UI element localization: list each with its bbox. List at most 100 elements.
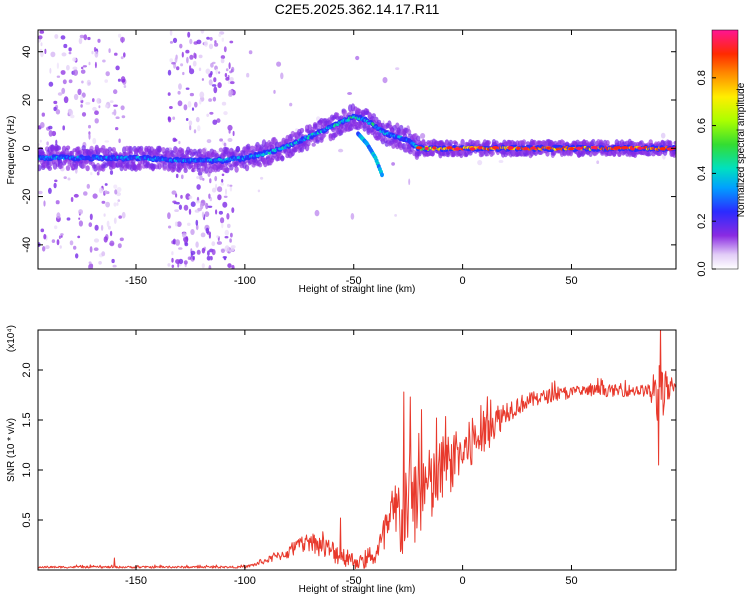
snr-x-axis-label: Height of straight line (km) [299, 584, 416, 595]
y-tick-label: -20 [21, 189, 33, 205]
noise-point [93, 247, 99, 251]
noise-point [187, 31, 191, 38]
noise-point [223, 111, 228, 116]
noise-point [206, 36, 210, 40]
noise-point [212, 96, 217, 102]
noise-point [224, 73, 228, 78]
noise-point [206, 139, 212, 144]
noise-point [112, 264, 117, 268]
noise-point [229, 77, 234, 82]
noise-point [338, 148, 344, 153]
ridge-halo-point [371, 113, 376, 119]
snr-panel: -150 -100 -50 0 50 0.5 1.0 1.5 2.0 Height of st… [6, 325, 677, 595]
noise-point [204, 211, 210, 218]
noise-point [82, 65, 87, 68]
noise-point [118, 215, 122, 219]
noise-point [116, 202, 119, 206]
noise-point [81, 112, 87, 117]
noise-point [54, 34, 59, 39]
noise-point [194, 101, 198, 108]
noise-point [80, 95, 83, 101]
noise-point [38, 35, 43, 40]
noise-point [198, 54, 203, 59]
noise-point [38, 190, 43, 195]
ridge-peak-point [590, 146, 598, 150]
noise-point [211, 241, 216, 247]
noise-point [224, 236, 229, 239]
noise-point [220, 217, 225, 224]
y-tick-label: 40 [21, 46, 33, 58]
noise-point [214, 42, 219, 47]
noise-point [68, 109, 74, 116]
noise-point [182, 71, 185, 76]
noise-point [209, 178, 212, 184]
noise-point [207, 205, 213, 208]
noise-point [50, 51, 56, 58]
noise-point [59, 245, 62, 249]
noise-point [171, 61, 176, 65]
noise-point [94, 50, 99, 58]
noise-point [97, 38, 101, 43]
noise-point [200, 30, 205, 34]
noise-point [172, 200, 177, 204]
y-tick-label: 1.0 [21, 462, 33, 477]
noise-point [231, 264, 235, 269]
noise-point [175, 239, 181, 246]
noise-point [54, 179, 58, 183]
noise-point [211, 187, 217, 193]
noise-point [77, 235, 81, 239]
noise-point [68, 79, 73, 84]
noise-point [108, 48, 111, 53]
noise-point [94, 118, 99, 124]
spectrogram-marks [38, 30, 676, 269]
colorbar-tick-label: 0.0 [696, 261, 708, 276]
noise-point [185, 118, 189, 121]
noise-point [189, 92, 194, 97]
noise-point [477, 160, 483, 166]
noise-point [200, 232, 206, 238]
noise-point [115, 65, 120, 71]
snr-plot-area [38, 330, 676, 570]
noise-point [39, 30, 45, 34]
noise-point [88, 133, 91, 140]
y-tick-label: 0 [21, 145, 33, 151]
ridge-peak-point [446, 146, 453, 150]
y-tick-label: 1.5 [21, 412, 33, 427]
noise-point [660, 132, 666, 139]
noise-point [175, 259, 181, 264]
noise-point [201, 200, 204, 204]
noise-point [213, 86, 218, 94]
noise-point [104, 183, 108, 186]
noise-point [196, 39, 202, 45]
noise-point [40, 42, 43, 47]
noise-point [229, 184, 233, 187]
noise-point [273, 89, 276, 94]
noise-point [215, 183, 218, 191]
colorbar-tick-label: 0.2 [696, 214, 708, 229]
x-tick-label: -50 [346, 575, 362, 587]
ridge-halo-point [314, 123, 319, 130]
noise-point [78, 37, 83, 45]
noise-point [45, 245, 50, 250]
noise-point [75, 253, 79, 259]
ridge-halo-point [235, 146, 241, 152]
ridge-peak-point [416, 146, 423, 150]
noise-point [225, 77, 230, 81]
noise-point [167, 212, 171, 220]
noise-point [228, 128, 231, 134]
noise-point [199, 202, 204, 210]
noise-point [180, 194, 183, 199]
x-tick-label: 0 [460, 275, 466, 287]
noise-point [221, 222, 224, 229]
noise-point [121, 115, 126, 119]
ridge-halo-point [673, 140, 676, 145]
noise-point [181, 174, 184, 180]
noise-point [246, 72, 250, 78]
noise-point [192, 255, 195, 261]
ridge-halo-point [460, 138, 465, 146]
noise-point [185, 49, 190, 54]
noise-point [222, 201, 228, 208]
noise-point [42, 246, 46, 252]
spectrogram-y-axis-label: Frequency (Hz) [6, 116, 17, 185]
